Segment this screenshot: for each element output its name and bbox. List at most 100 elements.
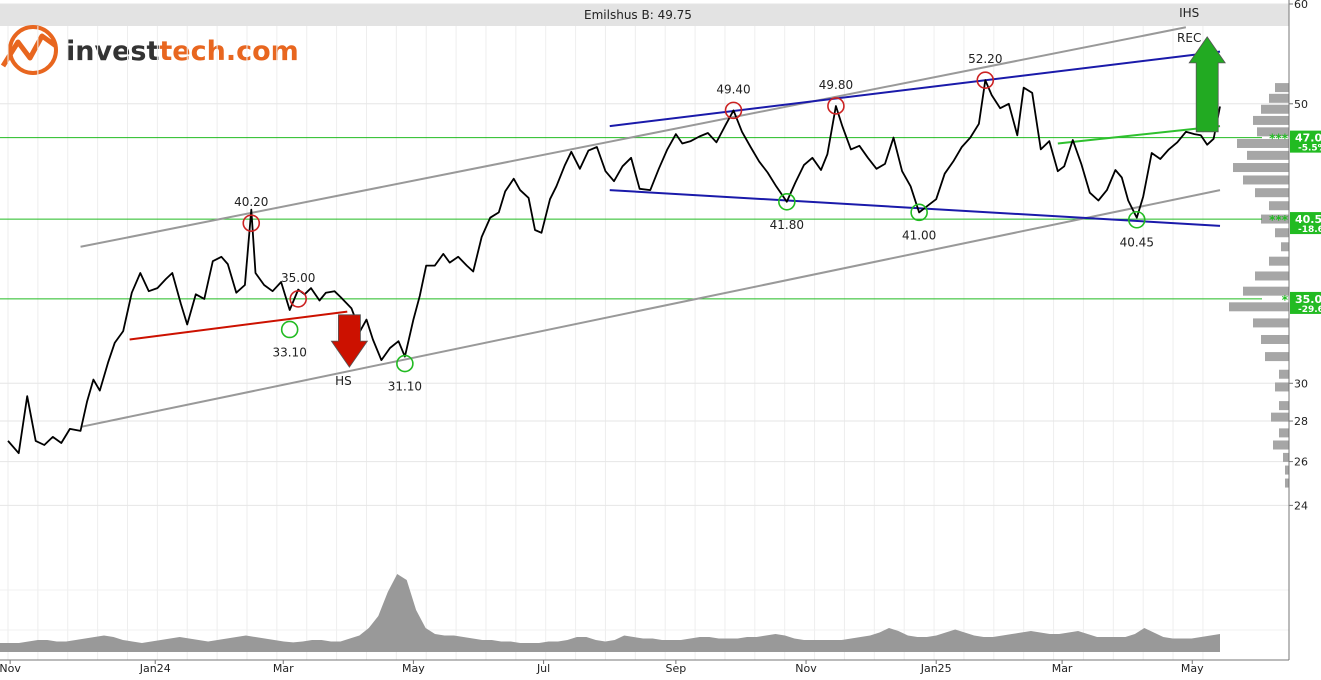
volume-profile-bar — [1279, 401, 1289, 411]
volume-profile-bar — [1285, 478, 1289, 488]
logo-ring-icon — [8, 25, 58, 75]
point-value-label: 41.00 — [902, 228, 936, 242]
y-tick-label: 60 — [1294, 0, 1308, 11]
point-value-label: 31.10 — [388, 380, 422, 394]
strength-stars: * — [1282, 293, 1289, 307]
x-tick-label: Jan24 — [139, 662, 171, 675]
volume-profile-bar — [1257, 127, 1289, 137]
volume-area — [0, 574, 1220, 652]
volume-profile-bar — [1261, 214, 1289, 224]
hs-neckline-line — [129, 310, 348, 341]
y-tick-label: 26 — [1294, 456, 1308, 469]
volume-profile-bar — [1237, 138, 1289, 148]
bottom-marker — [1127, 210, 1146, 229]
strength-stars: *** — [1269, 213, 1289, 227]
pattern-label: IHS — [1179, 6, 1199, 20]
x-tick-label: Mar — [1052, 662, 1073, 675]
pattern-label-2: REC — [1177, 31, 1201, 45]
volume-profile-bar — [1279, 428, 1289, 438]
volume-profile-bar — [1269, 256, 1289, 266]
channel-bottom-line — [80, 189, 1221, 428]
volume-profile-bar — [1255, 188, 1289, 198]
title-bar — [0, 4, 1289, 26]
strength-stars: *** — [1269, 132, 1289, 146]
point-value-label: 49.80 — [819, 78, 853, 92]
volume-profile-bar — [1261, 104, 1289, 114]
volume-profile-bar — [1275, 382, 1289, 392]
point-value-label: 33.10 — [272, 345, 306, 359]
y-tick-label: 24 — [1294, 499, 1308, 512]
level-label: 40.5 — [1295, 213, 1321, 226]
pattern-label: HS — [335, 374, 352, 388]
volume-profile-bar — [1285, 465, 1289, 475]
volume-profile-bar — [1271, 412, 1289, 422]
grid-layer — [0, 3, 1289, 660]
volume-profile-bar — [1281, 242, 1289, 252]
volume-profile-bar — [1273, 440, 1289, 450]
top-marker — [289, 290, 307, 308]
volume-profile-bar — [1261, 334, 1289, 344]
level-label-box — [1290, 212, 1321, 235]
volume-profile-bar — [1275, 83, 1289, 93]
bottom-marker — [396, 354, 414, 373]
level-pct: -29.6 — [1298, 305, 1321, 315]
ihs-neckline-line — [1057, 125, 1221, 145]
level-label: 47.0 — [1295, 132, 1321, 145]
point-value-label: 49.40 — [716, 82, 750, 96]
bottom-marker — [778, 192, 796, 211]
ihs-arrow-icon — [1188, 36, 1226, 133]
price-layer — [7, 79, 1221, 455]
y-tick-label: 28 — [1294, 415, 1308, 428]
price-line — [7, 79, 1221, 455]
level-label: 35.0 — [1295, 293, 1321, 306]
level-pct: -18.6 — [1298, 225, 1321, 235]
point-value-label: 41.80 — [770, 218, 804, 232]
x-tick-label: Sep — [666, 662, 687, 675]
x-tick-label: Nov — [0, 662, 21, 675]
annotation-layer: 40.20 35.00 33.10 31.10 49.40 41.80 49.80 41.00… — [234, 52, 1154, 393]
volume-profile-bar — [1279, 369, 1289, 379]
rectangle-top-line — [609, 50, 1221, 128]
point-value-label: 40.45 — [1120, 236, 1154, 250]
volume-profile-bar — [1229, 302, 1289, 312]
chart-title: Emilshus B: 49.75 — [584, 8, 692, 22]
volume-profile-bar — [1253, 115, 1289, 125]
volume-profile-bar — [1269, 201, 1289, 211]
x-tick-label: Jul — [536, 662, 550, 675]
logo-text: investtech.com — [66, 36, 299, 67]
volume-profile-bar — [1233, 163, 1289, 173]
top-marker — [976, 71, 995, 90]
rectangle-bottom-line — [609, 189, 1221, 227]
volume-profile-bar — [1269, 93, 1289, 103]
level-label-box — [1290, 130, 1321, 153]
volume-layer — [0, 574, 1220, 652]
volume-profile-bar — [1283, 452, 1289, 462]
x-tick-label: May — [1181, 662, 1204, 675]
level-pct: -5.5% — [1298, 144, 1321, 154]
volume-profile-bar — [1253, 318, 1289, 328]
bottom-marker — [280, 320, 299, 339]
volume-profile-bar — [1247, 150, 1289, 160]
channel-top-line — [80, 26, 1187, 248]
level-label-box — [1290, 291, 1321, 314]
support-resistance-layer: *** 47.0-5.5% *** 40.5-18.6 * 35.0-29.6 — [0, 130, 1321, 315]
x-tick-label: May — [402, 662, 425, 675]
top-marker — [242, 214, 261, 232]
y-tick-label: 30 — [1294, 377, 1308, 390]
trendline-layer — [80, 26, 1221, 428]
x-tick-label: Nov — [795, 662, 817, 675]
volume-profile-bar — [1275, 228, 1289, 238]
volume-profile-bar — [1255, 271, 1289, 281]
pattern-arrow-layer: HS IHS REC — [330, 6, 1226, 388]
point-value-label: 52.20 — [968, 52, 1002, 66]
top-marker — [724, 101, 743, 120]
logo-zigzag-icon — [0, 33, 58, 68]
volume-profile-layer — [1229, 83, 1289, 488]
volume-profile-bar — [1243, 286, 1289, 296]
top-marker — [827, 97, 845, 115]
x-tick-label: Mar — [273, 662, 294, 675]
volume-profile-bar — [1243, 175, 1289, 185]
